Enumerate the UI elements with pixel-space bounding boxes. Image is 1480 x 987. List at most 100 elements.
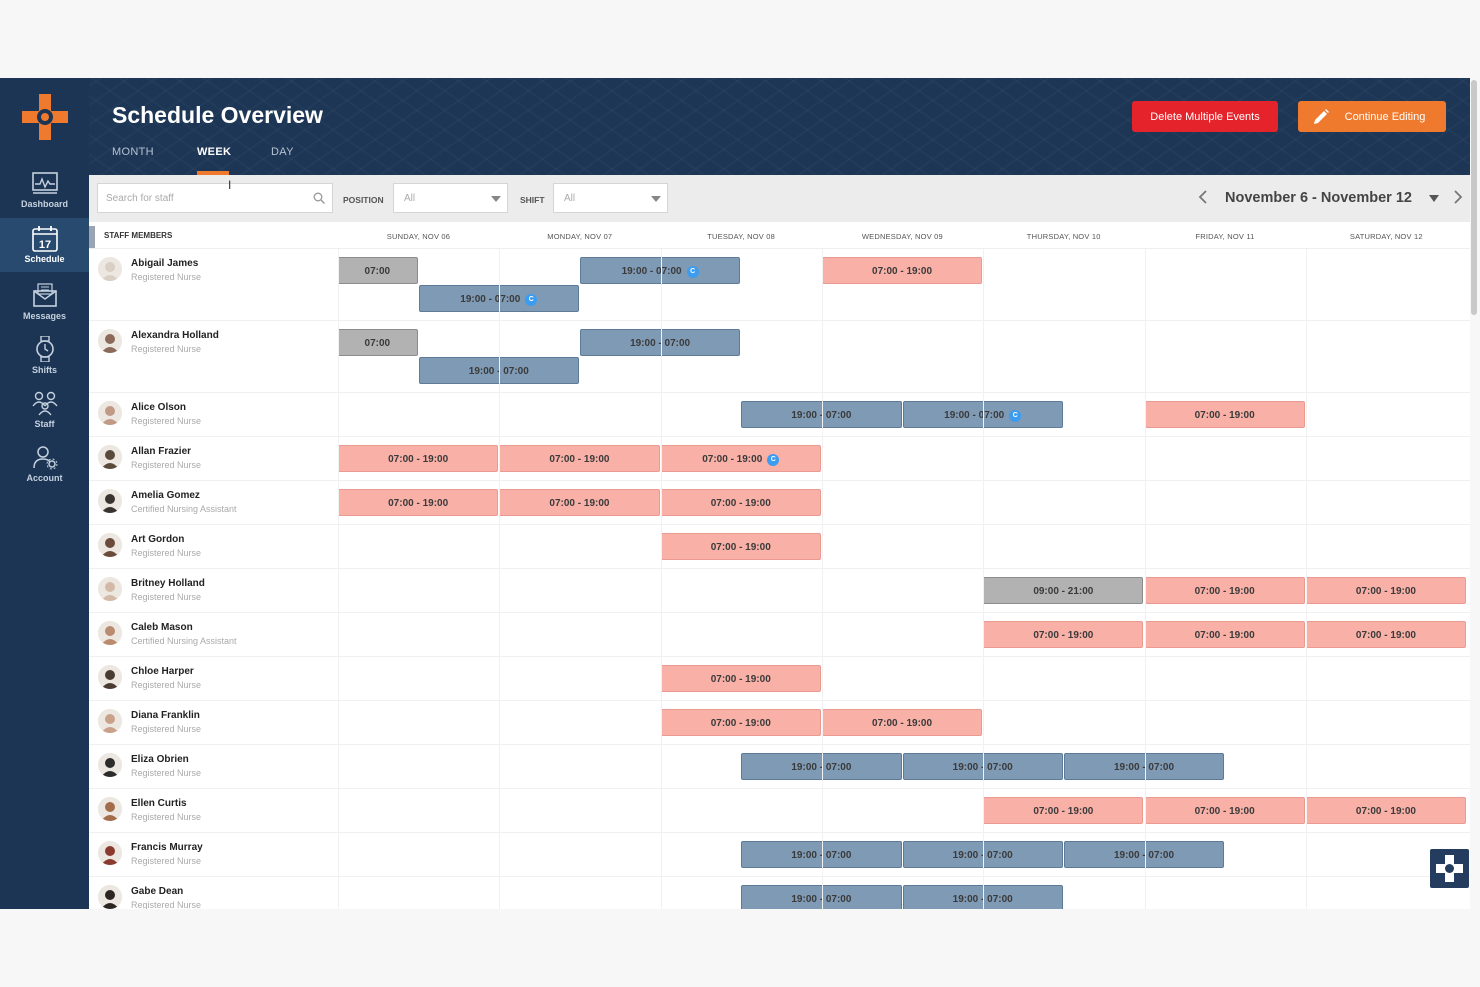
shift-time-label: 07:00 - 19:00 [1355,586,1416,597]
shift-block[interactable]: 07:00 - 19:00 [1144,797,1305,824]
search-icon[interactable] [313,192,325,204]
shift-block[interactable]: 07:00 - 19:00 [660,709,821,736]
position-select[interactable]: All [393,183,508,213]
avatar[interactable] [98,621,122,645]
staff-name[interactable]: Amelia Gomez [131,490,200,501]
staff-name[interactable]: Francis Murray [131,842,203,853]
app-logo[interactable] [20,92,70,142]
avatar[interactable] [98,709,122,733]
shift-block[interactable]: 19:00 - 07:00 [902,841,1063,868]
chevron-left-icon[interactable] [1197,190,1209,204]
day-header: SATURDAY, NOV 12 [1349,232,1423,241]
shift-block[interactable]: 19:00 - 07:00 [902,753,1063,780]
sidebar-item-schedule[interactable]: 17 Schedule [0,218,89,272]
shift-block[interactable]: 19:00 - 07:00 [418,357,579,384]
chevron-right-icon[interactable] [1452,190,1464,204]
shift-block[interactable]: 07:00 - 19:00 [499,489,660,516]
shift-block[interactable]: 07:00 - 19:00 [983,621,1144,648]
shift-block[interactable]: 19:00 - 07:00 [741,841,902,868]
avatar[interactable] [98,885,122,909]
staff-name[interactable]: Caleb Mason [131,622,193,633]
shift-block[interactable]: 19:00 - 07:00 C [579,257,741,284]
sidebar-item-label: Dashboard [20,199,68,209]
shift-block[interactable]: 07:00 - 19:00 [821,709,983,736]
staff-role: Registered Nurse [131,272,202,282]
staff-role: Certified Nursing Assistant [131,636,237,646]
shift-block[interactable]: 07:00 - 19:00 [338,489,499,516]
shift-block[interactable]: 07:00 - 19:00 [1305,797,1467,824]
search-input[interactable] [106,184,306,212]
tab-month[interactable]: MONTH [112,146,154,158]
avatar[interactable] [98,577,122,601]
sidebar-item-messages[interactable]: Messages [0,282,89,336]
avatar[interactable] [98,489,122,513]
shift-block[interactable]: 09:00 - 21:00 [983,577,1144,604]
tab-day[interactable]: DAY [271,146,294,158]
watch-icon [35,336,54,362]
grid-header: STAFF MEMBERS SUNDAY, NOV 06 MONDAY, NOV … [89,222,1470,249]
avatar[interactable] [98,841,122,865]
sidebar-item-dashboard[interactable]: Dashboard [0,170,89,224]
staff-name[interactable]: Abigail James [131,258,199,269]
shift-block[interactable]: 19:00 - 07:00 [741,885,902,909]
staff-name[interactable]: Art Gordon [131,534,185,545]
shift-block[interactable]: 07:00 - 19:00 [1144,621,1305,648]
date-range-dropdown-icon[interactable] [1429,195,1439,202]
shift-block[interactable]: 19:00 - 07:00 C [418,285,579,312]
delete-multiple-events-button[interactable]: Delete Multiple Events [1132,101,1278,132]
shift-block[interactable]: 07:00 - 19:00 C [660,445,821,472]
avatar[interactable] [98,401,122,425]
staff-name[interactable]: Alice Olson [131,402,187,413]
avatar[interactable] [98,753,122,777]
staff-name[interactable]: Diana Franklin [131,710,200,721]
avatar[interactable] [98,257,122,281]
shift-block[interactable]: 07:00 - 19:00 [660,489,821,516]
shift-block[interactable]: 19:00 - 07:00 [1063,753,1225,780]
avatar[interactable] [98,445,122,469]
shift-block[interactable]: 07:00 [338,257,418,284]
shift-block[interactable]: 19:00 - 07:00 [1063,841,1225,868]
table-row: Chloe Harper Registered Nurse 07:00 - 19:0… [89,657,1470,701]
staff-name[interactable]: Alexandra Holland [131,330,219,341]
sidebar-item-account[interactable]: Account [0,444,89,498]
avatar[interactable] [98,665,122,689]
shift-block[interactable]: 07:00 - 19:00 [1144,577,1305,604]
shift-block[interactable]: 19:00 - 07:00 [579,329,741,356]
shift-block[interactable]: 07:00 - 19:00 [983,797,1144,824]
shift-block[interactable]: 07:00 - 19:00 [660,665,821,692]
sidebar-item-shifts[interactable]: Shifts [0,336,89,390]
avatar[interactable] [98,329,122,353]
shift-block[interactable]: 07:00 - 19:00 [660,533,821,560]
shift-block[interactable]: 19:00 - 07:00 [741,401,902,428]
scrollbar[interactable] [1471,80,1477,315]
shift-block[interactable]: 07:00 - 19:00 [1144,401,1305,428]
shift-block[interactable]: 19:00 - 07:00 [741,753,902,780]
staff-name[interactable]: Allan Frazier [131,446,192,457]
staff-name[interactable]: Eliza Obrien [131,754,189,765]
tab-week[interactable]: WEEK [197,146,232,158]
shift-block[interactable]: 07:00 - 19:00 [499,445,660,472]
staff-members-header: STAFF MEMBERS [104,231,173,240]
sidebar-item-staff[interactable]: Staff [0,390,89,444]
staff-name[interactable]: Britney Holland [131,578,205,589]
continue-editing-button[interactable]: Continue Editing [1298,101,1446,132]
shift-block[interactable]: 07:00 - 19:00 [1305,577,1467,604]
staff-role: Registered Nurse [131,856,202,866]
shift-block[interactable]: 07:00 - 19:00 [821,257,983,284]
staff-name[interactable]: Ellen Curtis [131,798,187,809]
staff-name[interactable]: Chloe Harper [131,666,194,677]
avatar[interactable] [98,533,122,557]
shift-block[interactable]: 07:00 [338,329,418,356]
logo-cross-icon [1436,855,1463,882]
shift-select[interactable]: All [553,183,668,213]
shift-block[interactable]: 19:00 - 07:00 [902,885,1063,909]
floating-action-button[interactable] [1430,849,1469,888]
shift-time-label: 07:00 - 19:00 [710,498,771,509]
shift-time-label: 07:00 - 19:00 [1194,630,1255,641]
avatar[interactable] [98,797,122,821]
staff-name[interactable]: Gabe Dean [131,886,184,897]
shift-block[interactable]: 07:00 - 19:00 [338,445,499,472]
shift-block[interactable]: 07:00 - 19:00 [1305,621,1467,648]
shift-block[interactable]: 19:00 - 07:00 C [902,401,1063,428]
shift-time-label: 19:00 - 07:00 [791,410,852,421]
